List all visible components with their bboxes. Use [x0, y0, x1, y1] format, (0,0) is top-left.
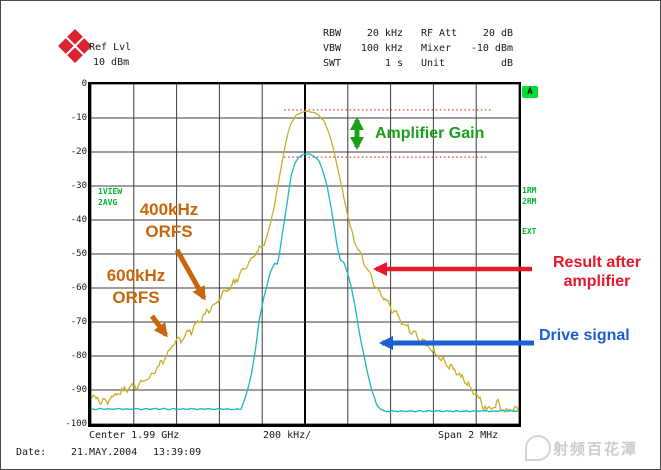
setting-value: 100 kHz: [360, 43, 403, 54]
y-axis-label: 0: [81, 79, 87, 89]
ext-trigger-label: EXT: [522, 227, 537, 236]
setting-value: 1 s: [384, 58, 403, 69]
y-axis-label: -10: [70, 113, 87, 123]
setting-label: VBW: [323, 43, 342, 54]
date-value: 21.MAY.2004: [71, 447, 138, 458]
trace-plot: [91, 84, 519, 424]
setting-label: SWT: [323, 58, 342, 69]
ref-level-value: 10 dBm: [93, 57, 130, 68]
setting-label: RBW: [323, 28, 342, 39]
ref-level-label: Ref Lvl: [89, 42, 132, 53]
y-axis-label: -100: [65, 419, 87, 429]
trace2-detector-label: 2RM: [522, 197, 537, 206]
y-axis-label: -30: [70, 181, 87, 191]
screen-a-badge: A: [522, 86, 538, 98]
setting-label: RF Att: [421, 28, 458, 39]
trace-drive_signal: [91, 153, 519, 413]
trace2-mode-label: 2AVG: [98, 198, 118, 207]
trace1-detector-label: 1RM: [522, 186, 537, 195]
date-label: Date:: [16, 447, 47, 458]
orfs-400-label: 400kHz ORFS: [139, 200, 199, 241]
y-axis-label: -20: [70, 147, 87, 157]
rohde-schwarz-logo-icon: [58, 29, 92, 63]
x-axis-span-label: Span 2 MHz: [438, 430, 499, 441]
y-axis-label: -70: [70, 317, 87, 327]
y-axis-label: -50: [70, 249, 87, 259]
amplifier-gain-label: Amplifier Gain: [375, 125, 485, 142]
x-axis-center-label: Center 1.99 GHz: [89, 430, 180, 441]
trace-result_after_amplifier: [91, 110, 519, 413]
result-after-amplifier-label: Result after amplifier: [552, 254, 642, 290]
watermark-logo-icon: [525, 435, 551, 461]
measurement-grid: 1VIEW 2AVG: [88, 82, 521, 427]
drive-signal-label: Drive signal: [539, 327, 630, 344]
y-axis-label: -40: [70, 215, 87, 225]
y-axis-label: -90: [70, 385, 87, 395]
setting-label: Mixer: [421, 43, 452, 54]
trace1-mode-label: 1VIEW: [98, 187, 123, 196]
y-axis-label: -80: [70, 351, 87, 361]
setting-value: 20 kHz: [366, 28, 403, 39]
setting-value: 20 dB: [482, 28, 513, 39]
x-axis-scale-label: 200 kHz/: [263, 430, 312, 441]
y-axis-label: -60: [70, 283, 87, 293]
setting-label: Unit: [421, 58, 446, 69]
time-value: 13:39:09: [153, 447, 202, 458]
watermark-text: 射频百花潭: [553, 441, 639, 458]
orfs-600-label: 600kHz ORFS: [106, 266, 166, 307]
setting-value: dB: [500, 58, 513, 69]
setting-value: -10 dBm: [470, 43, 513, 54]
